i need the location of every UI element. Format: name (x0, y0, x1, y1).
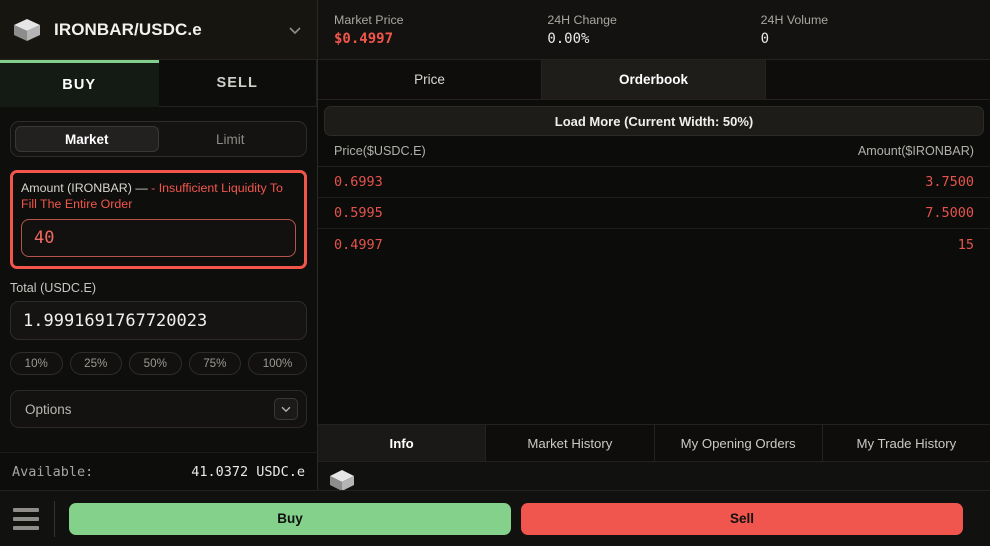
tab-filler (766, 60, 990, 99)
cube-icon (328, 468, 356, 490)
tab-market-history[interactable]: Market History (486, 425, 655, 461)
stat-market-price: Market Price $0.4997 (334, 13, 547, 47)
order-type-toggle: Market Limit (10, 121, 307, 157)
orderbook-rows: 0.6993 3.7500 0.5995 7.5000 0.4997 15 (318, 167, 990, 424)
orderbook-header: Price($USDC.E) Amount($IRONBAR) (318, 136, 990, 167)
orderbook-price: 0.6993 (334, 174, 383, 190)
available-label: Available: (12, 463, 94, 480)
divider (54, 500, 55, 537)
percent-button-10[interactable]: 10% (10, 352, 63, 375)
stat-label: Market Price (334, 12, 404, 27)
pair-name: IRONBAR/USDC.e (54, 19, 202, 39)
options-expander[interactable]: Options (10, 390, 307, 428)
tab-buy[interactable]: BUY (0, 60, 159, 107)
buy-button[interactable]: Buy (69, 502, 511, 535)
available-value: 41.0372 USDC.e (191, 463, 305, 480)
order-type-limit[interactable]: Limit (215, 131, 245, 147)
tab-price[interactable]: Price (318, 60, 542, 99)
sell-button[interactable]: Sell (521, 502, 963, 535)
order-form: Market Limit Amount (IRONBAR) — - Insuff… (0, 107, 317, 452)
amount-label-row: Amount (IRONBAR) — - Insufficient Liquid… (21, 180, 296, 212)
amount-input[interactable] (21, 219, 296, 257)
orderbook-amount: 15 (957, 236, 974, 253)
stat-value: 0 (760, 30, 770, 47)
stat-label: 24H Change (547, 12, 617, 27)
chart-tabs: Price Orderbook (318, 60, 990, 100)
hamburger-line (13, 516, 39, 521)
tab-my-opening-orders[interactable]: My Opening Orders (655, 425, 823, 461)
main-content: IRONBAR/USDC.e BUY SELL Market Limit (0, 0, 990, 490)
percent-button-75[interactable]: 75% (188, 352, 242, 375)
stat-24h-volume: 24H Volume 0 (761, 13, 974, 47)
orderbook-amount: 3.7500 (925, 174, 974, 190)
orderbook-price: 0.5995 (334, 205, 383, 221)
orderbook-amount: 7.5000 (925, 205, 974, 221)
chevron-down-icon[interactable] (287, 22, 303, 38)
orderbook-price: 0.4997 (334, 236, 383, 253)
hamburger-line (13, 525, 39, 530)
percent-button-50[interactable]: 50% (129, 352, 182, 375)
percent-buttons: 10% 25% 50% 75% 100% (10, 352, 308, 375)
cube-icon (12, 16, 42, 44)
order-type-market[interactable]: Market (15, 126, 159, 152)
stat-value: 0.00% (547, 30, 590, 47)
hamburger-line (13, 507, 39, 512)
percent-button-25[interactable]: 25% (69, 352, 123, 375)
pair-selector[interactable]: IRONBAR/USDC.e (0, 0, 317, 60)
orderbook-column-price: Price($USDC.E) (334, 144, 426, 158)
info-tabs: Info Market History My Opening Orders My… (318, 424, 990, 462)
total-label: Total (USDC.E) (10, 281, 97, 295)
percent-button-100[interactable]: 100% (248, 352, 308, 375)
tab-my-trade-history[interactable]: My Trade History (856, 435, 957, 451)
table-row[interactable]: 0.6993 3.7500 (318, 167, 990, 198)
hamburger-menu-icon[interactable] (8, 501, 44, 537)
options-label: Options (25, 401, 72, 417)
available-balance-row: Available: 41.0372 USDC.e (0, 452, 317, 490)
tab-info[interactable]: Info (318, 425, 487, 461)
chevron-down-icon[interactable] (274, 398, 298, 420)
table-row[interactable]: 0.5995 7.5000 (318, 198, 990, 229)
amount-separator: — (135, 181, 148, 195)
stat-24h-change: 24H Change 0.00% (547, 13, 760, 47)
tab-sell[interactable]: SELL (158, 60, 317, 107)
table-row[interactable]: 0.4997 15 (318, 229, 990, 260)
stat-label: 24H Volume (760, 12, 829, 27)
tab-orderbook[interactable]: Orderbook (542, 60, 766, 99)
info-panel-body (318, 462, 990, 490)
total-input[interactable] (10, 301, 307, 340)
amount-error-message: - Insufficient Liquidity To Fill The Ent… (21, 181, 283, 211)
load-more-button[interactable]: Load More (Current Width: 50%) (324, 106, 984, 136)
amount-field-group: Amount (IRONBAR) — - Insufficient Liquid… (10, 170, 307, 269)
side-tabs: BUY SELL (0, 60, 317, 107)
market-stats-bar: Market Price $0.4997 24H Change 0.00% 24… (318, 0, 990, 60)
bottom-action-bar: Buy Sell (0, 490, 990, 546)
stat-value: $0.4997 (334, 30, 394, 47)
orderbook-column-amount: Amount($IRONBAR) (857, 144, 974, 158)
amount-label: Amount (IRONBAR) (21, 181, 132, 195)
order-form-panel: IRONBAR/USDC.e BUY SELL Market Limit (0, 0, 318, 490)
market-panel: Market Price $0.4997 24H Change 0.00% 24… (318, 0, 990, 490)
